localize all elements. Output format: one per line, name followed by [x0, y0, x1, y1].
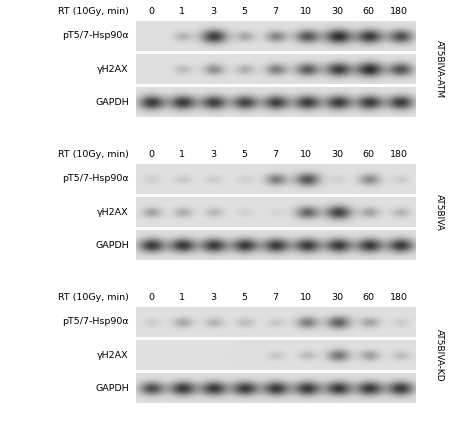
Text: 0: 0 — [148, 7, 154, 16]
FancyBboxPatch shape — [135, 231, 415, 260]
Text: 5: 5 — [241, 7, 247, 16]
FancyBboxPatch shape — [135, 164, 415, 194]
Text: 7: 7 — [272, 150, 278, 159]
FancyBboxPatch shape — [135, 198, 415, 227]
Text: 7: 7 — [272, 7, 278, 16]
FancyBboxPatch shape — [135, 55, 415, 84]
Text: 0: 0 — [148, 293, 154, 302]
Text: 0: 0 — [148, 150, 154, 159]
Text: 30: 30 — [331, 7, 343, 16]
Text: 10: 10 — [300, 293, 312, 302]
Text: 1: 1 — [179, 150, 185, 159]
Text: RT (10Gy, min): RT (10Gy, min) — [58, 7, 129, 16]
Text: GAPDH: GAPDH — [95, 241, 129, 250]
FancyBboxPatch shape — [135, 88, 415, 117]
Text: 3: 3 — [210, 7, 216, 16]
Text: 10: 10 — [300, 150, 312, 159]
Text: 3: 3 — [210, 293, 216, 302]
Text: AT5BIVA-ATM: AT5BIVA-ATM — [435, 40, 444, 98]
Text: pT5/7-Hsp90α: pT5/7-Hsp90α — [63, 32, 129, 40]
Text: 5: 5 — [241, 293, 247, 302]
FancyBboxPatch shape — [135, 21, 415, 51]
FancyBboxPatch shape — [135, 341, 415, 370]
Text: 60: 60 — [362, 150, 374, 159]
Text: 60: 60 — [362, 293, 374, 302]
Text: RT (10Gy, min): RT (10Gy, min) — [58, 293, 129, 302]
Text: AT5BIVA: AT5BIVA — [435, 194, 444, 231]
Text: 180: 180 — [390, 7, 408, 16]
Text: pT5/7-Hsp90α: pT5/7-Hsp90α — [63, 317, 129, 326]
Text: 3: 3 — [210, 150, 216, 159]
Text: 180: 180 — [390, 150, 408, 159]
Text: 7: 7 — [272, 293, 278, 302]
Text: AT5BIVA-KD: AT5BIVA-KD — [435, 329, 444, 381]
FancyBboxPatch shape — [135, 374, 415, 403]
Text: γH2AX: γH2AX — [97, 351, 129, 360]
Text: 1: 1 — [179, 7, 185, 16]
Text: 5: 5 — [241, 150, 247, 159]
Text: 180: 180 — [390, 293, 408, 302]
Text: 30: 30 — [331, 150, 343, 159]
Text: γH2AX: γH2AX — [97, 208, 129, 217]
Text: 1: 1 — [179, 293, 185, 302]
Text: γH2AX: γH2AX — [97, 65, 129, 74]
FancyBboxPatch shape — [135, 307, 415, 337]
Text: RT (10Gy, min): RT (10Gy, min) — [58, 150, 129, 159]
Text: 10: 10 — [300, 7, 312, 16]
Text: pT5/7-Hsp90α: pT5/7-Hsp90α — [63, 174, 129, 183]
Text: 60: 60 — [362, 7, 374, 16]
Text: GAPDH: GAPDH — [95, 384, 129, 393]
Text: GAPDH: GAPDH — [95, 98, 129, 107]
Text: 30: 30 — [331, 293, 343, 302]
